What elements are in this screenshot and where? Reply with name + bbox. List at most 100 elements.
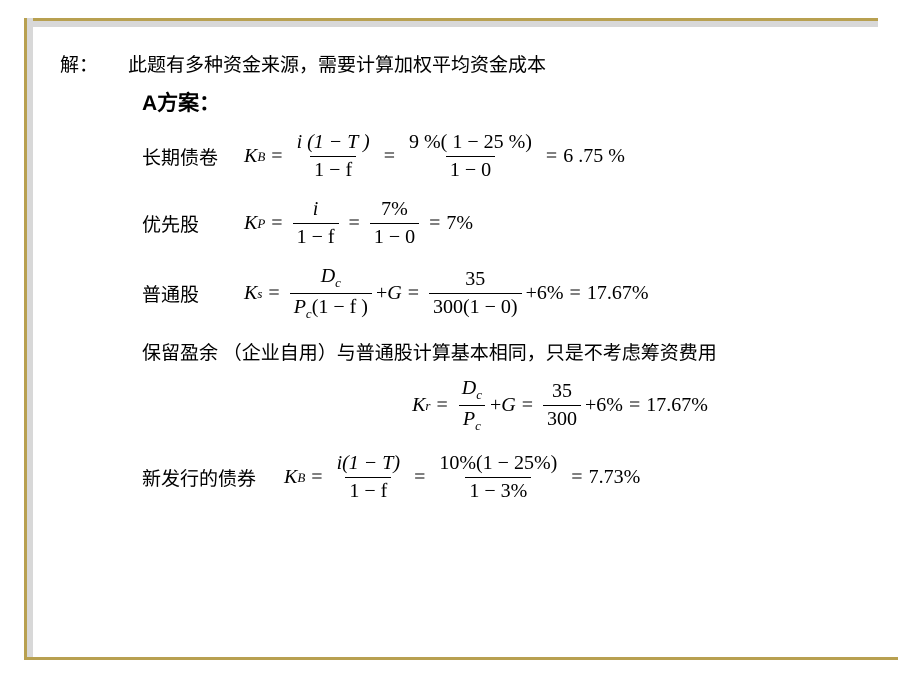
bond-sub: B (257, 149, 265, 165)
eq: = (522, 394, 533, 417)
common-frac1: Dc Pc(1 − f ) (290, 265, 372, 322)
ret-result: 17.67% (646, 394, 708, 417)
plus: + (526, 282, 537, 305)
common-f1-den-b: (1 − f ) (312, 296, 368, 318)
eq: = (268, 282, 279, 305)
eq: = (436, 394, 447, 417)
common-f1-num-v: D (321, 265, 335, 287)
ret-f1-den-s: c (475, 418, 481, 433)
ret-f1-num-s: c (476, 387, 482, 402)
bond-label: 长期债卷 (142, 143, 232, 170)
common-result: 17.67% (587, 282, 649, 305)
bond-f1-num: i (1 − T ) (293, 131, 374, 156)
row-retained: K r = Dc Pc + G = 35 300 + 6% = 17.67% (60, 377, 880, 434)
preferred-formula: K P = i 1 − f = 7% 1 − 0 = 7% (244, 198, 473, 249)
common-f1-den: Pc(1 − f ) (290, 293, 372, 322)
common-formula: K s = Dc Pc(1 − f ) + G = 35 300(1 − 0) … (244, 265, 648, 322)
nb-f2-num: 10%(1 − 25%) (435, 452, 561, 477)
eq: = (570, 282, 581, 305)
pref-var: K (244, 212, 257, 235)
plan-title: A方案： (142, 87, 880, 117)
retained-formula: K r = Dc Pc + G = 35 300 + 6% = 17.67% (412, 377, 708, 434)
bond-frac2: 9 %( 1 − 25 %) 1 − 0 (405, 131, 536, 182)
slide-content: 解： 此题有多种资金来源，需要计算加权平均资金成本 A方案： 长期债卷 K B … (60, 50, 880, 519)
common-frac2: 35 300(1 − 0) (429, 268, 522, 319)
intro-line: 解： 此题有多种资金来源，需要计算加权平均资金成本 (60, 50, 880, 77)
nb-frac2: 10%(1 − 25%) 1 − 3% (435, 452, 561, 503)
pref-f1-den-text: 1 − f (297, 226, 335, 248)
common-f1-num: Dc (317, 265, 345, 293)
common-f2-den: 300(1 − 0) (429, 293, 522, 319)
ret-growth: G (501, 394, 515, 417)
bond-f2-num: 9 %( 1 − 25 %) (405, 131, 536, 156)
nb-f1-num: i(1 − T) (333, 452, 405, 477)
pref-f2-num: 7% (377, 198, 412, 223)
eq: = (408, 282, 419, 305)
ret-sub: r (425, 398, 430, 414)
common-var: K (244, 282, 257, 305)
ret-f1-num: Dc (458, 377, 486, 405)
eq: = (546, 145, 557, 168)
pref-frac2: 7% 1 − 0 (370, 198, 419, 249)
common-f2-num: 35 (461, 268, 489, 293)
bond-f2-den: 1 − 0 (446, 156, 495, 182)
row-preferred: 优先股 K P = i 1 − f = 7% 1 − 0 = 7% (60, 198, 880, 249)
eq: = (414, 466, 425, 489)
border-left (24, 18, 27, 660)
plus: + (376, 282, 387, 305)
nb-sub: B (297, 470, 305, 486)
newbond-formula: K B = i(1 − T) 1 − f = 10%(1 − 25%) 1 − … (284, 452, 640, 503)
common-growth-val: 6% (537, 282, 564, 305)
plus: + (490, 394, 501, 417)
intro-text: 此题有多种资金来源，需要计算加权平均资金成本 (128, 50, 546, 77)
border-top (32, 18, 878, 21)
bond-formula: K B = i (1 − T ) 1 − f = 9 %( 1 − 25 %) … (244, 131, 625, 182)
eq: = (384, 145, 395, 168)
bond-f1-den-text: 1 − f (314, 159, 352, 181)
common-label: 普通股 (142, 280, 232, 307)
row-bond: 长期债卷 K B = i (1 − T ) 1 − f = 9 %( 1 − 2… (60, 131, 880, 182)
border-top-shadow (32, 21, 878, 27)
plus: + (585, 394, 596, 417)
eq: = (311, 466, 322, 489)
intro-prefix: 解： (60, 50, 98, 77)
common-growth: G (387, 282, 401, 305)
nb-result: 7.73% (589, 466, 641, 489)
ret-frac1: Dc Pc (458, 377, 486, 434)
pref-frac1: i 1 − f (293, 198, 339, 249)
retained-note: 保留盈余 （企业自用）与普通股计算基本相同，只是不考虑筹资费用 (142, 338, 880, 365)
bond-f1-den: 1 − f (310, 156, 356, 182)
bond-frac1: i (1 − T ) 1 − f (293, 131, 374, 182)
newbond-label: 新发行的债券 (142, 464, 272, 491)
eq: = (571, 466, 582, 489)
row-common: 普通股 K s = Dc Pc(1 − f ) + G = 35 300(1 −… (60, 265, 880, 322)
eq: = (271, 212, 282, 235)
ret-frac2: 35 300 (543, 380, 581, 431)
pref-f1-den: 1 − f (293, 223, 339, 249)
common-f1-num-s: c (335, 275, 341, 290)
ret-f2-num: 35 (548, 380, 576, 405)
ret-f1-den-v: P (463, 408, 475, 430)
eq: = (271, 145, 282, 168)
nb-var: K (284, 466, 297, 489)
ret-f1-den: Pc (459, 405, 485, 434)
common-sub: s (257, 286, 262, 302)
pref-result: 7% (446, 212, 473, 235)
ret-growth-val: 6% (596, 394, 623, 417)
pref-sub: P (257, 216, 265, 232)
border-bottom (24, 657, 898, 660)
pref-f1-num: i (309, 198, 323, 223)
border-left-shadow (27, 18, 33, 660)
bond-result: 6 .75 % (563, 145, 625, 168)
eq: = (629, 394, 640, 417)
row-newbond: 新发行的债券 K B = i(1 − T) 1 − f = 10%(1 − 25… (60, 452, 880, 503)
preferred-label: 优先股 (142, 210, 232, 237)
ret-f1-num-v: D (462, 377, 476, 399)
ret-f2-den: 300 (543, 405, 581, 431)
pref-f2-den: 1 − 0 (370, 223, 419, 249)
nb-f1-den: 1 − f (345, 477, 391, 503)
eq: = (349, 212, 360, 235)
eq: = (429, 212, 440, 235)
ret-var: K (412, 394, 425, 417)
nb-frac1: i(1 − T) 1 − f (333, 452, 405, 503)
